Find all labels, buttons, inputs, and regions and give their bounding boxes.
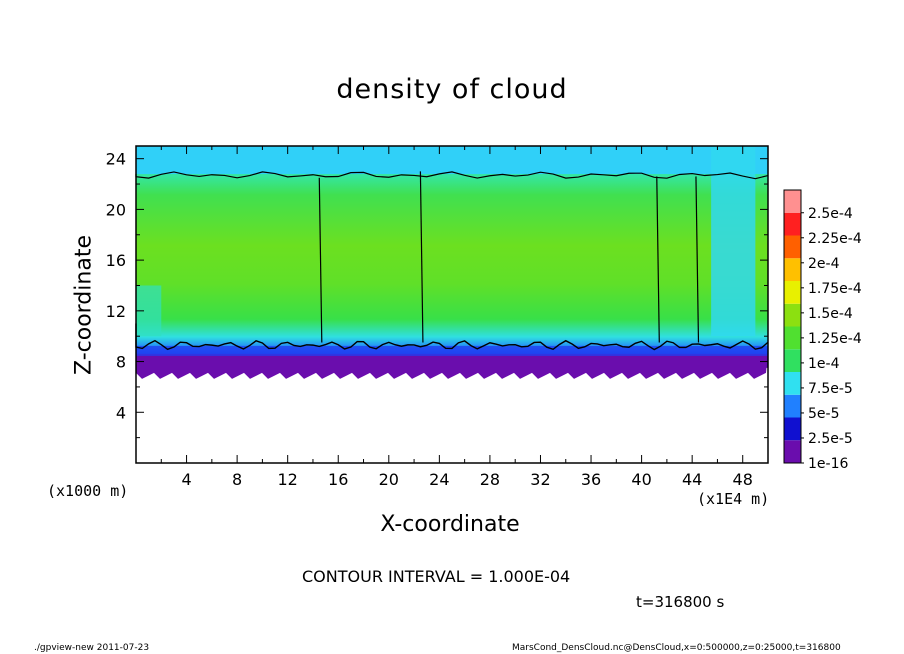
contour-vertical-1 <box>318 177 323 343</box>
colorbar-swatch <box>784 394 801 418</box>
colorbar-label: 1.25e-4 <box>808 331 862 347</box>
chart-title: density of cloud <box>336 74 568 105</box>
x-tick-label: 48 <box>733 470 753 489</box>
contour-interval-text: CONTOUR INTERVAL = 1.000E-04 <box>302 567 571 586</box>
colorbar-label: 2.5e-5 <box>808 431 853 447</box>
x-tick-label: 16 <box>328 470 348 489</box>
colorbar-label: 2e-4 <box>808 256 840 272</box>
cloud-field <box>136 146 768 368</box>
x-tick-label: 12 <box>278 470 298 489</box>
x-tick-label: 8 <box>232 470 242 489</box>
time-stamp: t=316800 s <box>636 593 725 611</box>
y-tick-label: 24 <box>106 150 126 169</box>
y-tick-label: 20 <box>106 200 126 219</box>
cloud-base-blue-band <box>136 345 768 356</box>
colorbar-swatch <box>784 303 801 327</box>
contour-vertical-4 <box>695 176 700 343</box>
colorbar-swatch <box>784 349 801 372</box>
colorbar-label: 1.75e-4 <box>808 281 862 297</box>
x-scale-label: (x1E4 m) <box>697 490 770 508</box>
plot-frame <box>135 145 769 464</box>
x-tick-label: 44 <box>682 470 702 489</box>
y-tick-label: 8 <box>116 353 126 372</box>
y-axis-label: Z-coordinate <box>71 235 97 375</box>
colorbar-swatch <box>784 372 801 395</box>
colorbar-label: 1e-16 <box>808 456 848 472</box>
colorbar-swatch <box>784 281 801 304</box>
contour-bottom <box>135 323 769 351</box>
y-tick-label: 4 <box>116 403 126 422</box>
colorbar-label: 2.5e-4 <box>808 206 853 222</box>
colorbar-swatch <box>784 212 801 236</box>
y-tick-label: 12 <box>106 302 126 321</box>
footer-left: ./gpview-new 2011-07-23 <box>34 643 150 653</box>
x-tick-label: 32 <box>530 470 550 489</box>
colorbar-label: 2.25e-4 <box>808 231 862 247</box>
colorbar-label: 1e-4 <box>808 356 840 372</box>
colorbar-swatch <box>784 258 801 281</box>
contour-vertical-3 <box>656 176 660 343</box>
colorbar-label: 1.5e-4 <box>808 306 853 322</box>
contour-vertical-2 <box>419 171 424 343</box>
colorbar-swatch <box>784 190 801 213</box>
x-tick-label: 28 <box>480 470 500 489</box>
footer-right: MarsCond_DensCloud.nc@DensCloud,x=0:5000… <box>512 643 841 653</box>
x-unit-label: (x1000 m) <box>47 482 129 500</box>
contour-top <box>135 171 769 180</box>
x-axis-label: X-coordinate <box>380 512 520 537</box>
x-tick-label: 20 <box>379 470 399 489</box>
cloud-base-fringe <box>136 353 768 379</box>
x-tick-label: 36 <box>581 470 601 489</box>
colorbar-frame <box>783 189 802 464</box>
colorbar: 1e-16 2.5e-5 5e-5 7.5e-5 1e-4 1.25e-4 1.5e-4 1.… <box>783 189 862 472</box>
cloud-top-layer <box>136 146 768 174</box>
colorbar-label: 7.5e-5 <box>808 381 853 397</box>
colorbar-swatch <box>784 440 801 463</box>
x-tick-label: 40 <box>631 470 651 489</box>
colorbar-swatch <box>784 417 801 441</box>
plot-area <box>135 146 769 379</box>
x-tick-label: 4 <box>181 470 191 489</box>
x-tick-label: 24 <box>429 470 449 489</box>
y-tick-label: 16 <box>106 251 126 270</box>
colorbar-swatch <box>784 326 801 350</box>
colorbar-label: 5e-5 <box>808 406 839 422</box>
colorbar-swatch <box>784 235 801 259</box>
